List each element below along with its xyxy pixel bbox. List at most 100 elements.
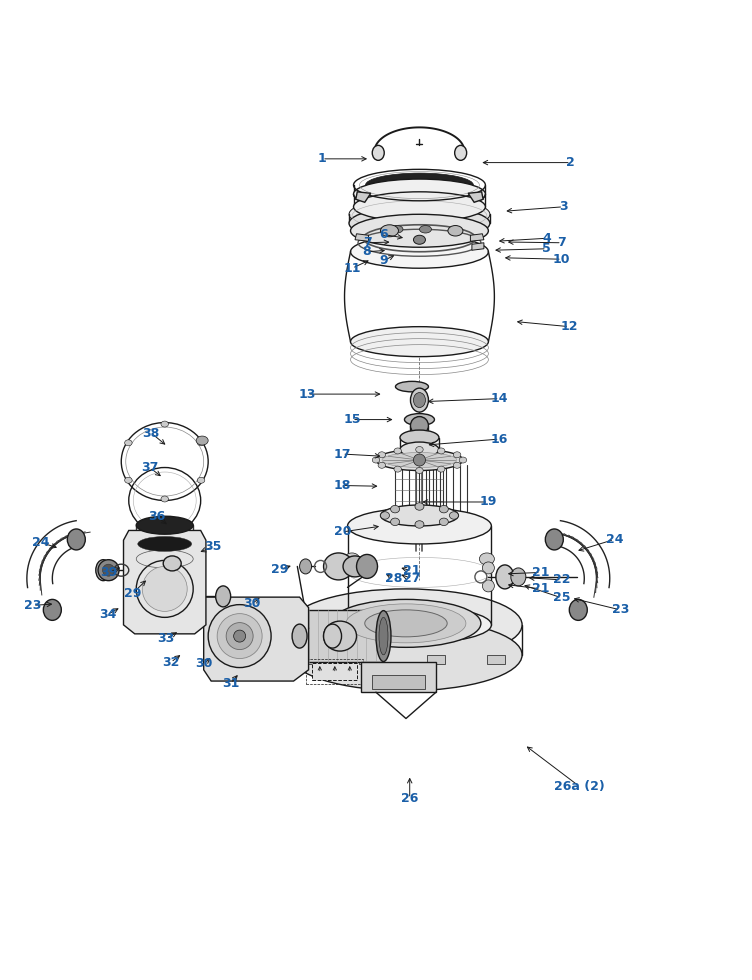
Ellipse shape: [438, 466, 445, 472]
Polygon shape: [123, 530, 206, 634]
Ellipse shape: [125, 440, 132, 446]
Polygon shape: [204, 597, 308, 681]
Text: 7: 7: [362, 236, 371, 249]
Ellipse shape: [405, 414, 435, 425]
Text: 24: 24: [32, 536, 49, 549]
Ellipse shape: [416, 447, 423, 453]
Ellipse shape: [372, 145, 384, 161]
Text: 37: 37: [141, 461, 159, 474]
Ellipse shape: [438, 448, 445, 454]
Polygon shape: [355, 234, 368, 241]
Text: 14: 14: [491, 392, 508, 405]
Ellipse shape: [545, 529, 563, 550]
Ellipse shape: [196, 436, 208, 445]
Ellipse shape: [450, 512, 459, 519]
Ellipse shape: [479, 553, 494, 564]
Text: 25: 25: [553, 591, 571, 605]
Bar: [312, 663, 357, 679]
Ellipse shape: [96, 560, 111, 581]
Ellipse shape: [414, 454, 426, 466]
Ellipse shape: [44, 600, 62, 620]
Ellipse shape: [161, 421, 168, 427]
Ellipse shape: [411, 416, 429, 434]
Text: 34: 34: [99, 608, 117, 621]
Text: 31: 31: [222, 677, 239, 690]
Polygon shape: [356, 192, 371, 202]
Bar: [487, 655, 505, 663]
Ellipse shape: [411, 388, 429, 412]
Bar: [426, 655, 445, 663]
Text: 28: 28: [385, 572, 402, 585]
Text: 26a (2): 26a (2): [554, 780, 605, 793]
Ellipse shape: [197, 440, 205, 446]
Bar: [359, 655, 378, 663]
Ellipse shape: [226, 622, 253, 650]
Ellipse shape: [353, 179, 485, 209]
Text: 22: 22: [553, 573, 571, 586]
Text: 36: 36: [149, 511, 166, 523]
Ellipse shape: [349, 206, 490, 240]
Ellipse shape: [372, 457, 380, 463]
Ellipse shape: [415, 503, 424, 511]
Ellipse shape: [376, 611, 391, 662]
Text: 32: 32: [162, 656, 180, 668]
Ellipse shape: [299, 559, 311, 574]
Ellipse shape: [356, 555, 378, 578]
Ellipse shape: [350, 235, 488, 269]
Text: 20: 20: [334, 525, 351, 538]
Text: 3: 3: [559, 200, 568, 214]
Ellipse shape: [234, 630, 246, 642]
Ellipse shape: [68, 529, 85, 550]
Ellipse shape: [290, 618, 522, 691]
Ellipse shape: [400, 430, 439, 445]
Ellipse shape: [459, 457, 467, 463]
Text: 12: 12: [560, 320, 578, 333]
Ellipse shape: [391, 225, 403, 233]
Text: 21: 21: [403, 564, 420, 577]
Text: 23: 23: [611, 604, 629, 616]
Ellipse shape: [453, 463, 461, 468]
Ellipse shape: [161, 496, 168, 502]
Bar: [361, 662, 436, 692]
Ellipse shape: [390, 506, 399, 513]
Text: 26: 26: [401, 792, 418, 806]
Ellipse shape: [420, 225, 432, 233]
Text: 10: 10: [553, 253, 571, 266]
Text: 18: 18: [334, 479, 351, 492]
Ellipse shape: [344, 553, 359, 564]
Text: 29: 29: [271, 563, 289, 576]
Ellipse shape: [414, 235, 426, 244]
Text: 29: 29: [124, 587, 141, 600]
Polygon shape: [468, 192, 483, 202]
Ellipse shape: [394, 448, 402, 454]
Text: 7: 7: [557, 236, 566, 249]
Text: 5: 5: [542, 242, 551, 255]
Ellipse shape: [439, 506, 448, 513]
Ellipse shape: [331, 600, 481, 648]
Bar: [306, 659, 363, 684]
Text: 8: 8: [362, 245, 371, 259]
Ellipse shape: [381, 224, 399, 237]
Ellipse shape: [343, 556, 367, 577]
Ellipse shape: [439, 518, 448, 525]
Ellipse shape: [390, 518, 399, 525]
Ellipse shape: [569, 600, 587, 620]
Text: 9: 9: [379, 254, 388, 268]
Text: 1: 1: [317, 152, 326, 166]
Text: 6: 6: [379, 228, 388, 241]
Ellipse shape: [482, 562, 494, 574]
Ellipse shape: [496, 564, 514, 589]
Ellipse shape: [378, 452, 386, 458]
Ellipse shape: [138, 536, 192, 552]
Ellipse shape: [511, 568, 526, 586]
Text: 21: 21: [532, 565, 550, 579]
Text: 19: 19: [480, 496, 497, 509]
Ellipse shape: [482, 580, 494, 592]
Ellipse shape: [378, 463, 386, 468]
Ellipse shape: [98, 560, 119, 581]
Ellipse shape: [292, 624, 307, 648]
Text: 27: 27: [403, 572, 420, 585]
Text: 4: 4: [542, 231, 551, 245]
Text: 17: 17: [334, 448, 351, 461]
Text: 23: 23: [24, 599, 41, 612]
